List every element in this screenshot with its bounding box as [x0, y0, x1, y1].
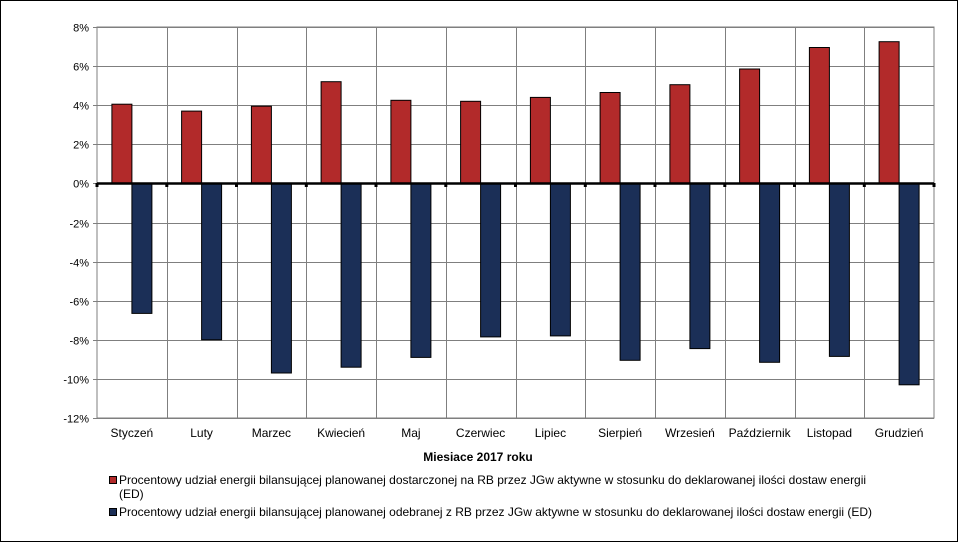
x-axis-tick — [375, 183, 378, 187]
x-tick-label: Maj — [401, 426, 420, 440]
y-tick-label: 8% — [73, 23, 89, 35]
bar-delivered — [391, 100, 411, 183]
bar-received — [341, 183, 361, 367]
x-tick-label: Październik — [729, 426, 792, 440]
legend-swatch-navy — [109, 508, 117, 516]
legend-item-received: Procentowy udział energii bilansującej p… — [109, 505, 889, 519]
x-tick-label: Lipiec — [535, 426, 566, 440]
bar-delivered — [251, 106, 271, 183]
y-tick-label: -8% — [69, 336, 89, 348]
bar-received — [202, 183, 222, 339]
legend-label: Procentowy udział energii bilansującej p… — [119, 473, 889, 501]
y-tick-label: -10% — [63, 375, 89, 387]
x-axis-tick — [514, 183, 517, 187]
bar-received — [829, 183, 849, 356]
bar-delivered — [809, 48, 829, 184]
x-tick-label: Kwiecień — [317, 426, 365, 440]
x-tick-label: Sierpień — [598, 426, 642, 440]
chart-frame: 8% 6% 4% 2% 0% -2% -4% -6% -8% -10% -12% Styczeń Lut… — [0, 0, 958, 542]
bar-received — [550, 183, 570, 336]
plot-area — [97, 27, 934, 418]
x-axis-tick — [165, 183, 168, 187]
x-tick-label: Grudzień — [875, 426, 924, 440]
y-tick-label: 6% — [73, 62, 89, 74]
bar-received — [690, 183, 710, 348]
x-axis-tick — [96, 183, 99, 187]
x-axis-tick — [584, 183, 587, 187]
bar-received — [411, 183, 431, 357]
bar-delivered — [182, 111, 202, 183]
bar-received — [620, 183, 640, 360]
bar-received — [760, 183, 780, 362]
x-tick-label: Luty — [190, 426, 213, 440]
bar-delivered — [740, 69, 760, 183]
bar-delivered — [112, 104, 132, 183]
x-axis-tick — [654, 183, 657, 187]
x-axis-tick — [793, 183, 796, 187]
y-tick-label: -6% — [69, 297, 89, 309]
x-axis-tick — [235, 183, 238, 187]
y-tick-label: 2% — [73, 140, 89, 152]
bar-delivered — [600, 93, 620, 184]
x-axis-tick — [305, 183, 308, 187]
bar-delivered — [321, 82, 341, 184]
y-tick-label: -12% — [63, 414, 89, 426]
x-axis-tick — [444, 183, 447, 187]
bar-delivered — [670, 85, 690, 184]
bar-received — [271, 183, 291, 373]
legend-item-delivered: Procentowy udział energii bilansującej p… — [109, 473, 889, 501]
x-tick-label: Styczeń — [111, 426, 154, 440]
bar-chart: 8% 6% 4% 2% 0% -2% -4% -6% -8% -10% -12% Styczeń Lut… — [1, 1, 957, 461]
bar-delivered — [530, 97, 550, 183]
x-tick-label: Marzec — [252, 426, 291, 440]
legend-swatch-red — [109, 476, 117, 484]
x-axis-tick — [863, 183, 866, 187]
bar-delivered — [879, 42, 899, 184]
x-axis-tick — [723, 183, 726, 187]
x-tick-label: Czerwiec — [456, 426, 505, 440]
y-tick-label: 0% — [73, 179, 89, 191]
legend-label: Procentowy udział energii bilansującej p… — [119, 505, 889, 519]
bar-received — [132, 183, 152, 313]
bar-received — [899, 183, 919, 384]
x-tick-label: Listopad — [807, 426, 852, 440]
bar-received — [481, 183, 501, 337]
y-tick-label: -2% — [69, 219, 89, 231]
x-axis-title: Miesiące 2017 roku — [423, 450, 532, 461]
bar-delivered — [461, 101, 481, 183]
y-tick-label: -4% — [69, 258, 89, 270]
y-tick-label: 4% — [73, 101, 89, 113]
x-tick-label: Wrzesień — [665, 426, 715, 440]
x-axis-tick — [933, 183, 936, 187]
